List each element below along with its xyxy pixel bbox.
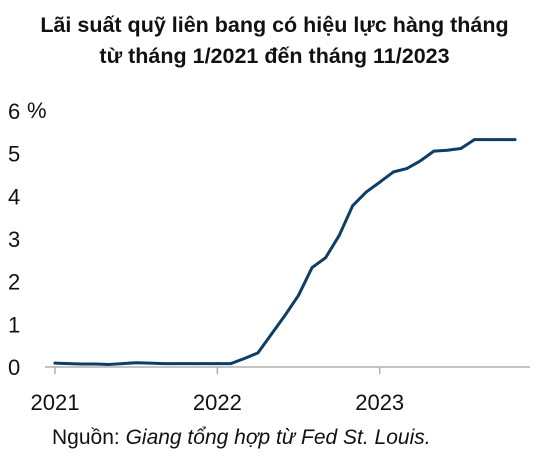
x-tick-label: 2022 [193,390,242,415]
x-axis-ticks: 2021 2022 2023 [31,367,404,415]
x-tick-label: 2023 [355,390,404,415]
y-tick-label: 5 [8,142,20,167]
y-axis-unit: % [27,98,47,123]
source-prefix: Nguồn: [52,426,126,449]
y-tick-label: 0 [8,355,20,380]
data-points [53,138,517,366]
y-tick-label: 3 [8,227,20,252]
y-tick-label: 4 [8,184,20,209]
source-text: Giang tổng hợp từ Fed St. Louis. [125,426,431,449]
chart-title-line-2: từ tháng 1/2021 đến tháng 11/2023 [99,44,450,68]
y-tick-label: 1 [8,312,20,337]
chart-title: Lãi suất quỹ liên bang có hiệu lực hàng … [0,10,549,72]
y-axis-ticks: 6 5 4 3 2 1 0 [8,99,20,380]
source-note: Nguồn: Giang tổng hợp từ Fed St. Louis. [52,426,431,450]
chart-title-line-1: Lãi suất quỹ liên bang có hiệu lực hàng … [40,13,509,37]
x-tick-label: 2021 [31,390,80,415]
y-tick-label: 2 [8,270,20,295]
y-tick-label: 6 [8,99,20,124]
series-line [53,138,517,366]
